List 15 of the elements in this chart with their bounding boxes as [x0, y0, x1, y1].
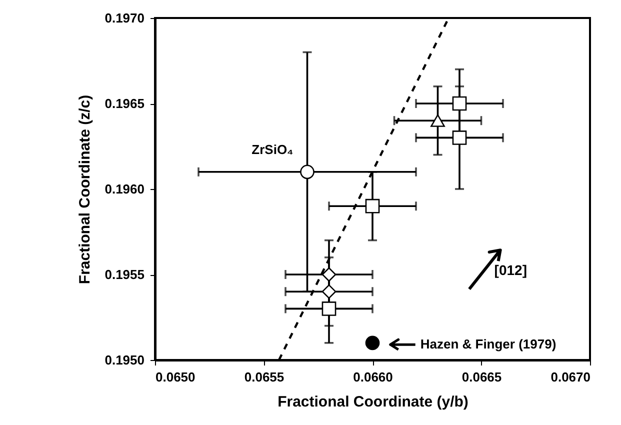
annotation: Hazen & Finger (1979) — [420, 336, 556, 352]
x-tick-label: 0.0665 — [462, 370, 502, 384]
x-tick-label: 0.0650 — [156, 370, 196, 384]
x-tick-label: 0.0670 — [550, 370, 590, 384]
x-axis-title: Fractional Coordinate (y/b) — [278, 394, 468, 410]
y-tick-label: 0.1955 — [104, 267, 144, 282]
y-tick-label: 0.1950 — [104, 352, 144, 368]
y-tick-label: 0.1960 — [104, 182, 144, 196]
y-axis-title: Fractional Coordinate (z/c) — [76, 94, 94, 284]
annotation: ZrSiO₄ — [252, 142, 294, 157]
x-tick-label: 0.0660 — [353, 370, 393, 384]
annotation: [012] — [494, 262, 527, 278]
x-tick-label: 0.0655 — [244, 370, 284, 384]
y-tick-label: 0.1970 — [104, 10, 144, 26]
y-tick-label: 0.1965 — [104, 96, 144, 111]
